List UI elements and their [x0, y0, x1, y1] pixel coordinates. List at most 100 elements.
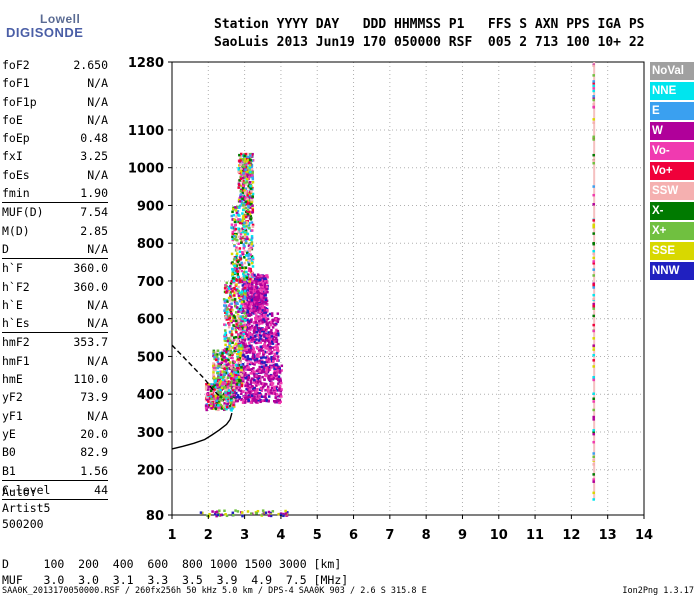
echo-point	[228, 342, 232, 345]
echo-point	[226, 399, 230, 403]
echo-point	[257, 349, 261, 352]
echo-point	[218, 509, 221, 512]
legend-item: SSW	[650, 182, 694, 200]
echo-point	[284, 512, 288, 515]
echo-point	[242, 278, 246, 281]
echo-point	[258, 369, 262, 373]
echo-point	[244, 342, 247, 345]
echo-point	[254, 277, 257, 281]
echo-point	[592, 455, 595, 459]
echo-point	[235, 264, 238, 268]
echo-point	[256, 509, 260, 513]
param-name: hmF1	[2, 353, 30, 368]
echo-point	[223, 355, 226, 359]
echo-point	[592, 283, 595, 286]
echo-point	[248, 291, 252, 294]
echo-point	[249, 187, 253, 190]
echo-point	[248, 259, 251, 263]
echo-point	[250, 198, 253, 202]
echo-point	[247, 368, 251, 371]
echo-point	[264, 329, 268, 333]
echo-point	[247, 269, 251, 272]
legend-item: X-	[650, 202, 694, 220]
echo-point	[241, 328, 244, 331]
echo-point	[261, 306, 264, 310]
echo-point	[259, 345, 263, 348]
echo-point	[243, 355, 247, 359]
echo-point	[261, 369, 265, 372]
param-row: B0 82.9	[2, 443, 108, 461]
echo-point	[256, 273, 260, 276]
echo-point	[240, 325, 243, 328]
param-row: h`F 360.0	[2, 258, 108, 277]
echo-point	[237, 365, 240, 369]
echo-point	[241, 212, 244, 215]
echo-point	[592, 408, 595, 412]
echo-point	[226, 315, 230, 318]
echo-point	[239, 363, 243, 367]
echo-point	[226, 288, 230, 291]
echo-point	[268, 366, 272, 369]
echo-point	[230, 223, 234, 226]
echo-point	[217, 364, 220, 368]
echo-point	[244, 317, 248, 320]
param-value: 20.0	[80, 426, 108, 441]
echo-point	[224, 351, 228, 354]
echo-point	[250, 396, 253, 400]
echo-point	[232, 378, 236, 382]
param-value: 2.650	[73, 58, 108, 72]
echo-point	[243, 196, 246, 199]
echo-point	[592, 102, 595, 106]
echo-point	[267, 389, 270, 392]
echo-point	[592, 95, 595, 98]
echo-point	[243, 192, 247, 195]
echo-point	[224, 356, 227, 360]
echo-point	[234, 329, 238, 332]
echo-point	[250, 372, 253, 375]
echo-point	[241, 181, 244, 184]
echo-point	[273, 332, 276, 335]
echo-point	[212, 373, 215, 376]
echo-point	[260, 283, 264, 286]
param-row: yE 20.0	[2, 425, 108, 443]
echo-point	[251, 356, 255, 359]
echo-point	[233, 218, 236, 221]
echo-point	[239, 229, 243, 233]
y-tick-label: 500	[137, 350, 164, 365]
echo-point	[265, 339, 269, 342]
echo-point	[212, 397, 216, 400]
echo-point	[210, 393, 213, 397]
echo-point	[247, 327, 251, 330]
echo-point	[223, 287, 227, 290]
echo-point	[215, 387, 219, 391]
echo-point	[251, 362, 254, 366]
echo-point	[229, 383, 232, 387]
echo-point	[273, 357, 276, 361]
echo-point	[246, 396, 249, 399]
param-value: 3.25	[80, 149, 108, 164]
x-tick-label: 12	[562, 528, 580, 543]
echo-point	[243, 282, 246, 286]
echo-point	[251, 354, 255, 357]
echo-point	[245, 258, 248, 262]
echo-point	[227, 290, 230, 294]
echo-point	[240, 323, 243, 327]
echo-point	[233, 368, 237, 371]
param-row: B1 1.56	[2, 462, 108, 480]
echo-point	[271, 346, 275, 349]
echo-point	[240, 347, 243, 351]
echo-point	[246, 197, 249, 201]
param-name: hmE	[2, 372, 23, 387]
echo-point	[280, 395, 283, 398]
echo-point	[244, 172, 248, 175]
echo-point	[263, 382, 267, 386]
echo-point	[239, 304, 243, 308]
echo-point	[272, 356, 275, 360]
echo-point	[270, 320, 273, 324]
echo-point	[279, 381, 283, 385]
echo-point	[240, 371, 243, 375]
echo-point	[248, 258, 252, 261]
echo-point	[255, 302, 258, 305]
echo-point	[258, 309, 262, 313]
param-row: h`F2 360.0	[2, 278, 108, 296]
